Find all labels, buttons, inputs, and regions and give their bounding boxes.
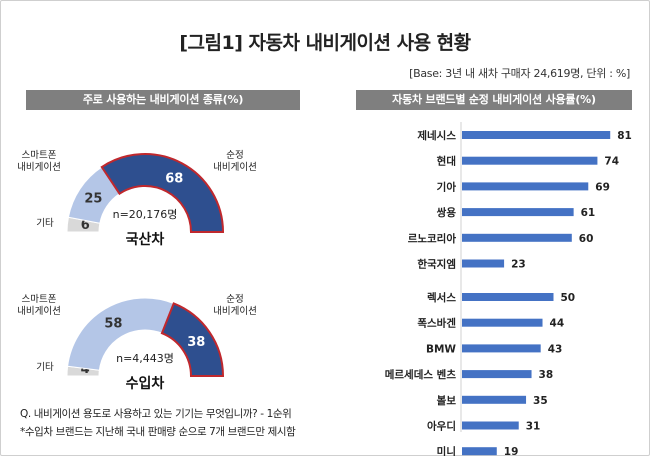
donut2-label-smartphone: 스마트폰 내비게이션 xyxy=(17,294,61,317)
donut1-slice-oem xyxy=(100,153,225,233)
bar-category-label: 아우디 xyxy=(427,420,456,433)
right-panel-title: 자동차 브랜드별 순정 내비게이션 사용률(%) xyxy=(356,90,632,110)
bar xyxy=(462,131,611,139)
donut2-title: 수입차 xyxy=(126,376,165,392)
bar-value-label: 35 xyxy=(533,395,548,407)
bar xyxy=(462,395,527,404)
bar-value-label: 60 xyxy=(579,233,594,245)
donut2-label-other: 기타 xyxy=(36,362,54,373)
bar-category-label: 쌍용 xyxy=(437,206,457,219)
donut2-label-oem: 순정 내비게이션 xyxy=(213,294,257,317)
bar-value-label: 74 xyxy=(604,156,619,168)
bar-value-label: 81 xyxy=(617,130,632,142)
donut1-label-other: 기타 xyxy=(36,218,54,229)
footnote-question: Q. 내비게이션 용도로 사용하고 있는 기기는 무엇입니까? - 1순위 xyxy=(20,408,292,420)
bar-category-label: 르노코리아 xyxy=(408,232,457,245)
donut1-value-other: 6 xyxy=(81,218,90,233)
donut2-value-smartphone: 58 xyxy=(104,317,122,332)
bar-value-label: 50 xyxy=(561,292,576,304)
donut2-slice-oem xyxy=(160,302,225,377)
bar-category-label: 메르세데스 벤츠 xyxy=(385,368,457,381)
bar xyxy=(462,156,598,165)
bar xyxy=(462,208,574,217)
donut2-value-oem: 38 xyxy=(187,335,205,350)
page-title: [그림1] 자동차 내비게이션 사용 현황 xyxy=(179,32,471,54)
bar-category-label: 현대 xyxy=(437,155,456,168)
bar xyxy=(462,421,519,430)
donut1-label-oem: 순정 내비게이션 xyxy=(213,150,257,173)
bar xyxy=(462,344,541,353)
bar-value-label: 43 xyxy=(548,343,563,355)
base-note: [Base: 3년 내 새차 구매자 24,619명, 단위 : %] xyxy=(409,67,630,80)
donut1-value-smartphone: 25 xyxy=(84,192,102,207)
bar-category-label: 기아 xyxy=(437,180,457,193)
bar-category-label: 미니 xyxy=(437,445,456,456)
bar-category-label: BMW xyxy=(426,343,456,355)
bar-category-label: 렉서스 xyxy=(427,291,456,304)
bar-value-label: 19 xyxy=(504,446,519,456)
left-panel-title: 주로 사용하는 내비게이션 종류(%) xyxy=(26,90,300,110)
bar-value-label: 23 xyxy=(511,259,526,271)
bar-category-label: 볼보 xyxy=(437,395,457,407)
donut2-n-label: n=4,443명 xyxy=(116,352,174,365)
bar-value-label: 69 xyxy=(595,181,610,193)
donut1-n-label: n=20,176명 xyxy=(113,208,178,221)
bar xyxy=(462,182,589,191)
donut1-title: 국산차 xyxy=(126,231,165,248)
bar-value-label: 44 xyxy=(550,318,565,330)
bar xyxy=(462,370,532,379)
donut1-label-smartphone: 스마트폰 내비게이션 xyxy=(17,150,61,173)
bar xyxy=(462,293,554,301)
bar xyxy=(462,318,543,327)
bar-value-label: 61 xyxy=(581,207,596,219)
donut2-value-other: 4 xyxy=(81,362,90,377)
bar-category-label: 한국지엠 xyxy=(417,258,456,271)
bar-value-label: 38 xyxy=(539,369,554,381)
bar xyxy=(462,447,497,456)
bar-category-label: 제네시스 xyxy=(417,129,456,142)
bar xyxy=(462,259,505,268)
bar xyxy=(462,233,572,242)
bar-category-label: 폭스바겐 xyxy=(417,317,456,330)
footnote-import-note: *수입차 브랜드는 지난해 국내 판매량 순으로 7개 브랜드만 제시함 xyxy=(20,426,296,438)
bar-value-label: 31 xyxy=(526,421,541,433)
donut2-slice-smartphone xyxy=(67,297,175,371)
donut1-value-oem: 68 xyxy=(165,171,183,186)
